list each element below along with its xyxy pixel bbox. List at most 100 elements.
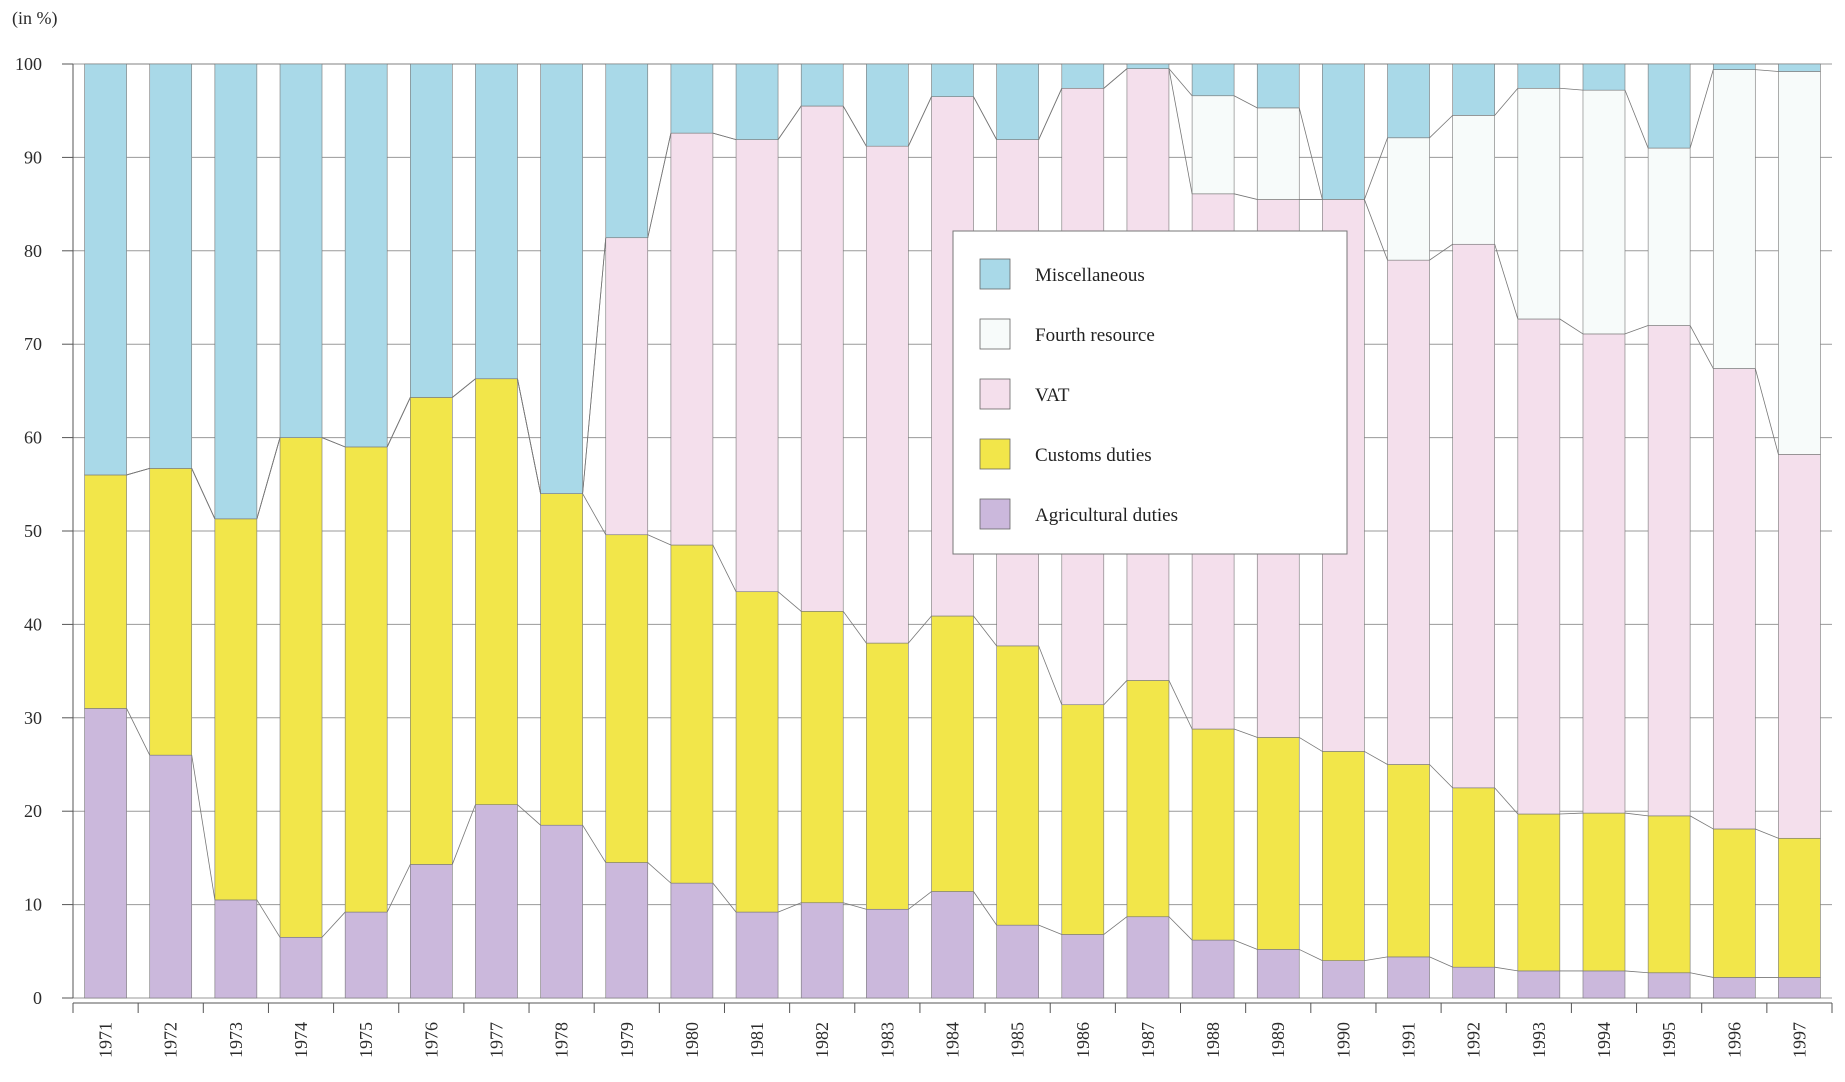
- connector-line: [1103, 680, 1128, 705]
- x-tick-label: 1993: [1529, 1022, 1549, 1058]
- bar-segment: [996, 645, 1039, 926]
- connector-line: [1494, 787, 1519, 815]
- x-tick-label: 1980: [682, 1022, 702, 1058]
- x-tick-label: 1983: [877, 1022, 897, 1058]
- bar-segment: [1582, 89, 1626, 335]
- bar-segment: [1191, 63, 1235, 97]
- connector-line: [1559, 812, 1583, 815]
- connector-line: [386, 864, 411, 913]
- connector-line: [712, 132, 737, 141]
- x-tick-label: 1991: [1399, 1022, 1419, 1058]
- x-tick-label: 1988: [1203, 1022, 1223, 1058]
- bar-segment: [149, 754, 193, 999]
- connector-line: [1103, 68, 1128, 89]
- connector-line: [1624, 325, 1649, 335]
- x-tick-label: 1984: [943, 1022, 963, 1058]
- connector-line: [1168, 680, 1193, 730]
- connector-line: [1298, 107, 1323, 200]
- bar-segment: [735, 591, 779, 913]
- bar-segment: [1452, 787, 1495, 968]
- legend: Miscellaneous Fourth resource VAT Customs d…: [952, 230, 1348, 555]
- bar-segment: [279, 936, 323, 999]
- connector-line: [777, 591, 802, 612]
- bar-segment: [800, 902, 844, 999]
- bar-segment: [1256, 737, 1300, 950]
- connector-line: [712, 544, 737, 592]
- connector-line: [1690, 972, 1714, 978]
- bar-segment: [866, 145, 909, 644]
- connector-line: [1689, 325, 1714, 369]
- connector-line: [647, 534, 672, 546]
- connector-line: [517, 378, 542, 494]
- connector-line: [647, 133, 672, 238]
- y-tick-label: 100: [15, 54, 42, 74]
- connector-line: [321, 437, 346, 448]
- connector-line: [1233, 193, 1258, 200]
- connector-line: [256, 899, 281, 938]
- x-tick-label: 1972: [161, 1022, 181, 1058]
- connector-line: [842, 105, 867, 147]
- connector-line: [842, 611, 867, 644]
- bars: [84, 63, 1821, 999]
- bar-segment: [735, 139, 779, 593]
- connector-line: [908, 615, 932, 644]
- bar-segment: [1778, 837, 1821, 978]
- bar-segment: [410, 63, 453, 398]
- bar-segment: [1387, 956, 1430, 999]
- x-tick-label: 1985: [1008, 1022, 1028, 1058]
- connector-line: [1494, 966, 1518, 972]
- connector-lines: [126, 63, 1779, 978]
- bar-segment: [1322, 751, 1365, 961]
- bar-segment: [1647, 815, 1691, 974]
- bar-segment: [279, 63, 323, 438]
- y-tick-label: 10: [24, 895, 42, 915]
- connector-line: [1364, 751, 1388, 765]
- x-tick-label: 1974: [291, 1022, 311, 1058]
- x-tick-label: 1987: [1138, 1022, 1158, 1058]
- legend-swatch: [979, 318, 1011, 350]
- connector-line: [973, 891, 997, 926]
- connector-line: [582, 824, 607, 863]
- connector-line: [191, 468, 216, 520]
- connector-line: [582, 237, 607, 494]
- unit-label: (in %): [12, 8, 57, 29]
- x-axis: 1971 1972 1973 1974 1975 1976 1977 1978 1979 1980…: [72, 1002, 1833, 1058]
- connector-line: [126, 468, 150, 476]
- connector-line: [712, 882, 737, 913]
- bar-segment: [1582, 812, 1626, 972]
- connector-line: [1429, 115, 1453, 139]
- bar-segment: [1647, 147, 1691, 326]
- bar-segment: [1712, 63, 1756, 70]
- bar-segment: [1256, 63, 1300, 109]
- connector-line: [1429, 764, 1453, 789]
- bar-segment: [84, 708, 127, 999]
- connector-line: [908, 891, 932, 910]
- bar-segment: [1712, 828, 1756, 978]
- bar-segment: [540, 493, 583, 826]
- bar-segment: [800, 63, 844, 107]
- bar-segment: [279, 437, 323, 938]
- bar-segment: [670, 132, 714, 546]
- bar-segment: [1322, 63, 1365, 200]
- bar-segment: [1778, 71, 1821, 455]
- connector-line: [1299, 737, 1323, 752]
- y-tick-label: 50: [24, 521, 42, 541]
- bar-segment: [1452, 63, 1495, 116]
- legend-label: Customs duties: [1035, 445, 1152, 466]
- y-axis-ticks: 0 10 20 30 40 50 60 70 80 90 100: [15, 54, 74, 1008]
- connector-line: [1038, 924, 1062, 935]
- bar-segment: [344, 911, 388, 999]
- legend-swatch: [979, 378, 1011, 410]
- bar-segment: [1387, 764, 1430, 958]
- bar-segment: [410, 397, 453, 865]
- connector-line: [1233, 728, 1258, 738]
- bar-segment: [1256, 107, 1300, 200]
- legend-label: Miscellaneous: [1035, 265, 1145, 286]
- connector-line: [1429, 243, 1453, 261]
- connector-line: [256, 437, 281, 519]
- connector-line: [777, 105, 802, 140]
- connector-line: [452, 378, 476, 398]
- bar-segment: [1647, 972, 1691, 999]
- y-tick-label: 40: [24, 614, 42, 634]
